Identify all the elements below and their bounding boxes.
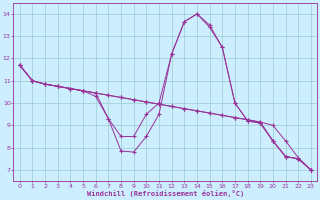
X-axis label: Windchill (Refroidissement éolien,°C): Windchill (Refroidissement éolien,°C): [87, 190, 244, 197]
